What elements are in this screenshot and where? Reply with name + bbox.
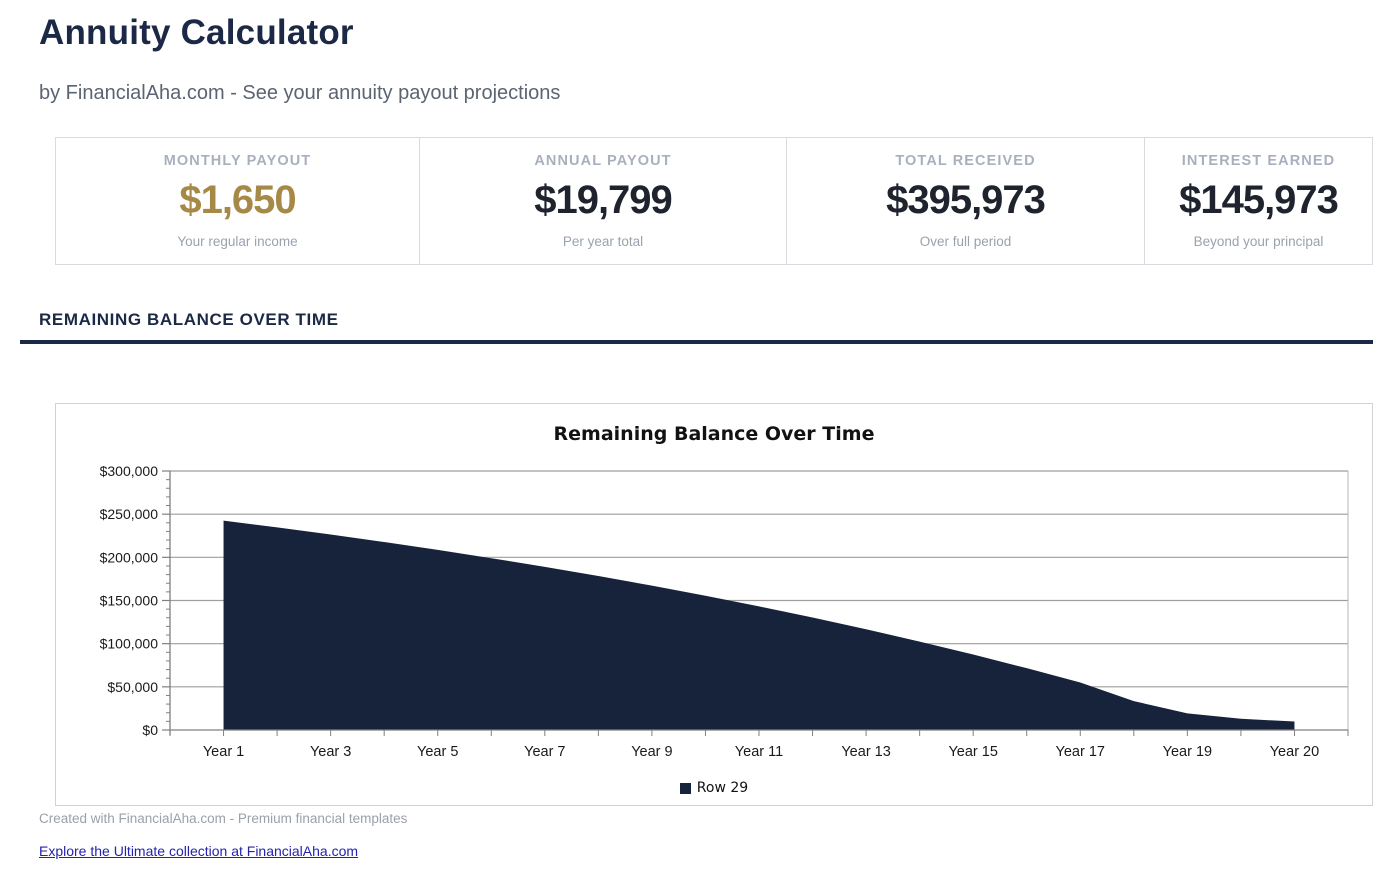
stat-card-interest-earned: INTEREST EARNED $145,973 Beyond your pri…: [1144, 138, 1372, 264]
stat-label: TOTAL RECEIVED: [895, 153, 1036, 169]
summary-stats-row: MONTHLY PAYOUT $1,650 Your regular incom…: [55, 137, 1373, 265]
svg-text:$0: $0: [142, 722, 158, 738]
svg-text:$250,000: $250,000: [100, 506, 159, 522]
svg-text:Year 1: Year 1: [203, 744, 244, 760]
svg-text:Year 5: Year 5: [417, 744, 458, 760]
svg-text:Year 9: Year 9: [631, 744, 672, 760]
stat-value: $19,799: [534, 178, 673, 222]
balance-area-chart: $0 $50,000 $100,000 $150,000 $200,000 $250,00…: [100, 463, 1349, 760]
svg-text:$150,000: $150,000: [100, 593, 159, 609]
stat-label: ANNUAL PAYOUT: [534, 153, 672, 169]
stat-label: INTEREST EARNED: [1181, 153, 1336, 169]
svg-text:Year 20: Year 20: [1270, 744, 1319, 760]
stat-card-monthly-payout: MONTHLY PAYOUT $1,650 Your regular incom…: [56, 138, 419, 264]
svg-text:$200,000: $200,000: [100, 549, 159, 565]
stat-card-annual-payout: ANNUAL PAYOUT $19,799 Per year total: [419, 138, 786, 264]
section-heading: REMAINING BALANCE OVER TIME: [39, 310, 339, 329]
footer-link[interactable]: Explore the Ultimate collection at Finan…: [39, 843, 359, 859]
legend-swatch: [679, 782, 691, 794]
balance-chart-card: $0 $50,000 $100,000 $150,000 $200,000 $250,00…: [55, 403, 1373, 806]
stat-value: $145,973: [1179, 178, 1339, 222]
stat-sublabel: Over full period: [919, 234, 1012, 249]
svg-text:Year 13: Year 13: [841, 744, 890, 760]
svg-text:Year 15: Year 15: [948, 744, 997, 760]
stat-sublabel: Your regular income: [177, 234, 298, 249]
svg-text:Year 19: Year 19: [1163, 744, 1212, 760]
footer-note: Created with FinancialAha.com - Premium …: [39, 811, 408, 826]
page-subtitle: by FinancialAha.com - See your annuity p…: [39, 82, 561, 104]
stat-sublabel: Per year total: [562, 234, 644, 249]
page-title: Annuity Calculator: [39, 13, 354, 52]
stat-sublabel: Beyond your principal: [1193, 234, 1324, 249]
stat-label: MONTHLY PAYOUT: [163, 153, 312, 169]
svg-text:Year 11: Year 11: [735, 744, 783, 760]
svg-text:Year 3: Year 3: [310, 744, 351, 760]
chart-legend: Row 29: [56, 780, 1372, 796]
stat-value: $395,973: [886, 178, 1046, 222]
svg-text:$100,000: $100,000: [100, 636, 159, 652]
stat-value: $1,650: [179, 178, 296, 222]
stat-card-total-received: TOTAL RECEIVED $395,973 Over full period: [786, 138, 1144, 264]
svg-text:$300,000: $300,000: [100, 463, 159, 479]
section-divider: [20, 340, 1373, 344]
svg-text:Year 17: Year 17: [1056, 744, 1105, 760]
svg-text:$50,000: $50,000: [107, 679, 158, 695]
legend-label: Row 29: [696, 780, 749, 796]
chart-title: Remaining Balance Over Time: [553, 423, 875, 445]
svg-text:Year 7: Year 7: [524, 744, 565, 760]
